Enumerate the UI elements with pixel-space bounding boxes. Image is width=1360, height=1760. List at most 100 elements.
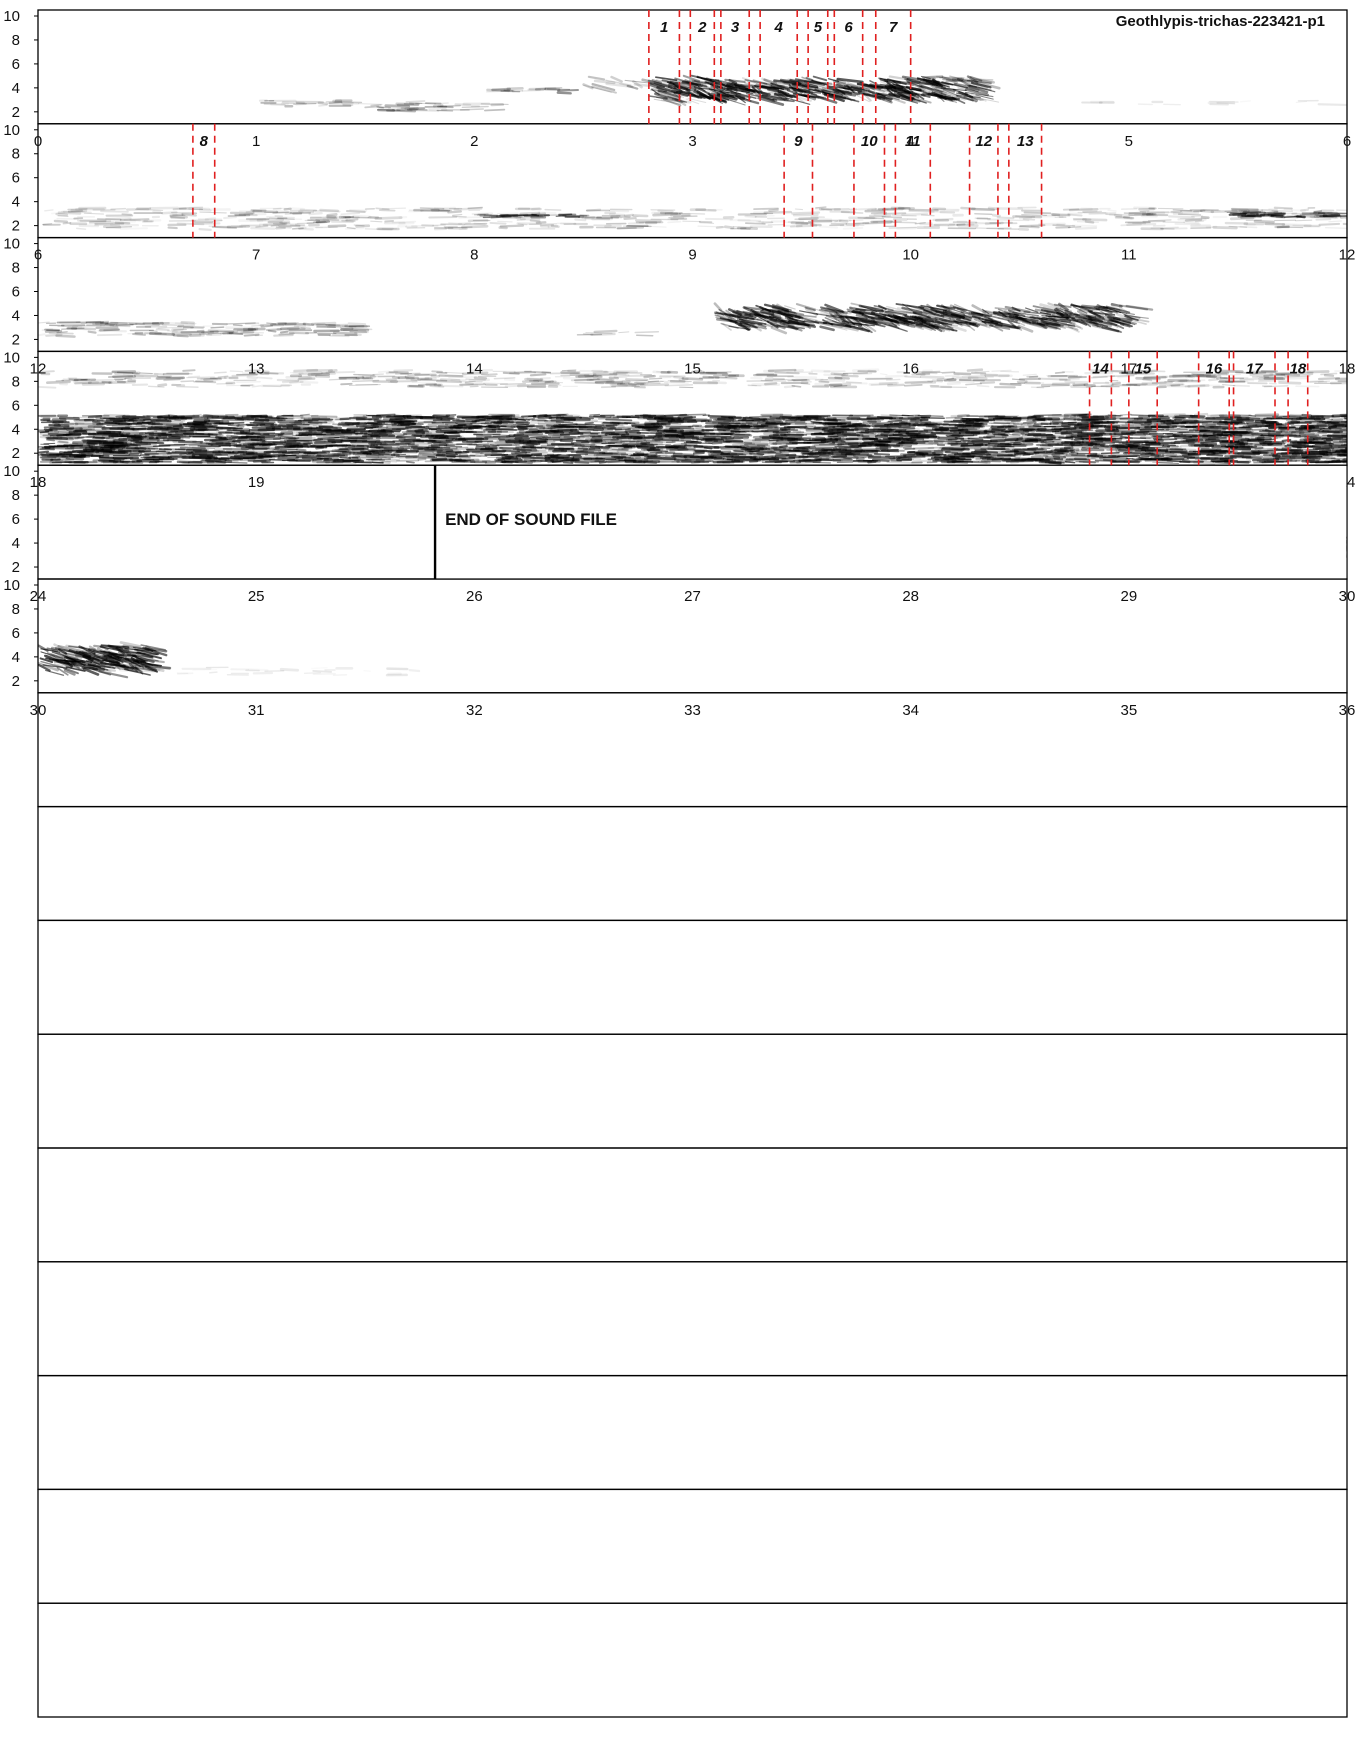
spectrogram-streak: [118, 416, 146, 419]
spectrogram-streak: [1244, 423, 1265, 427]
spectrogram-streak: [697, 225, 723, 228]
spectrogram-streak: [888, 324, 908, 333]
spectrogram-streak: [248, 428, 276, 432]
spectrogram-streak: [1157, 459, 1182, 463]
spectrogram-streak: [644, 423, 659, 427]
spectrogram-streak: [265, 328, 282, 332]
spectrogram-streak: [1264, 211, 1279, 214]
spectrogram-streak: [262, 223, 286, 226]
spectrogram-streak: [532, 458, 548, 463]
spectrogram-streak: [818, 309, 842, 314]
spectrogram-streak: [316, 323, 341, 328]
spectrogram-streak: [226, 439, 245, 441]
spectrogram-streak: [521, 450, 540, 453]
spectrogram-streak: [1239, 225, 1258, 229]
spectrogram-streak: [963, 95, 984, 101]
spectrogram-streak: [731, 310, 750, 319]
spectrogram-streak: [756, 85, 783, 90]
spectrogram-streak: [1075, 449, 1088, 452]
spectrogram-streak: [470, 422, 492, 425]
spectrogram-streak: [895, 84, 923, 93]
spectrogram-streak: [75, 227, 87, 230]
spectrogram-streak: [999, 458, 1015, 460]
spectrogram-streak: [103, 417, 126, 421]
spectrogram-streak: [281, 452, 300, 455]
spectrogram-streak: [484, 108, 506, 112]
spectrogram-streak: [491, 451, 506, 454]
spectrogram-streak: [790, 221, 809, 225]
spectrogram-streak: [179, 446, 206, 450]
spectrogram-streak: [597, 417, 620, 420]
spectrogram-streak: [676, 458, 692, 462]
spectrogram-streak: [215, 440, 236, 445]
spectrogram-streak: [957, 226, 978, 229]
spectrogram-streak: [354, 454, 380, 458]
energy-band: [38, 320, 373, 338]
spectrogram-streak: [227, 454, 243, 458]
spectrogram-streak: [230, 225, 247, 228]
spectrogram-streak: [204, 414, 214, 418]
spectrogram-streak: [873, 452, 891, 456]
spectrogram-streak: [725, 309, 737, 319]
spectrogram-streak: [610, 75, 623, 83]
spectrogram-streak: [745, 94, 769, 99]
spectrogram-streak: [692, 451, 705, 455]
spectrogram-streak: [770, 326, 788, 335]
spectrogram-streak: [787, 320, 816, 327]
spectrogram-streak: [933, 90, 947, 98]
spectrogram-streak: [781, 319, 810, 327]
spectrogram-streak: [981, 308, 990, 315]
spectrogram-streak: [1160, 227, 1188, 230]
spectrogram-streak: [877, 316, 906, 325]
spectrogram-streak: [484, 435, 511, 439]
spectrogram-streak: [1019, 224, 1046, 227]
spectrogram-streak: [61, 327, 85, 330]
spectrogram-streak: [288, 437, 300, 440]
spectrogram-streak: [744, 323, 767, 330]
spectrogram-streak: [252, 459, 271, 463]
spectrogram-streak: [1173, 441, 1195, 445]
spectrogram-streak: [1263, 460, 1284, 463]
spectrogram-streak: [1089, 321, 1109, 328]
spectrogram-streak: [987, 317, 1003, 325]
spectrogram-streak: [355, 424, 379, 428]
spectrogram-streak: [724, 78, 746, 84]
spectrogram-streak: [827, 435, 839, 438]
spectrogram-streak: [492, 433, 510, 437]
spectrogram-streak: [500, 90, 521, 93]
spectrogram-streak: [1102, 315, 1119, 321]
spectrogram-streak: [791, 86, 816, 95]
spectrogram-streak: [1040, 440, 1055, 444]
spectrogram-streak: [172, 334, 189, 338]
spectrogram-streak: [364, 105, 380, 109]
spectrogram-streak: [870, 316, 894, 324]
spectrogram-streak: [1269, 436, 1279, 440]
spectrogram-streak: [1011, 306, 1021, 312]
spectrogram-streak: [652, 212, 681, 217]
spectrogram-streak: [903, 88, 914, 96]
spectrogram-streak: [1073, 437, 1084, 442]
spectrogram-streak: [378, 432, 408, 436]
spectrogram-streak: [266, 322, 277, 325]
spectrogram-streak: [736, 314, 757, 320]
spectrogram-streak: [458, 221, 471, 225]
spectrogram-streak: [105, 226, 132, 229]
spectrogram-streak: [528, 87, 557, 91]
spectrogram-streak: [475, 444, 491, 448]
spectrogram-streak: [825, 314, 846, 323]
spectrogram-streak: [626, 84, 639, 90]
spectrogram-streak: [766, 320, 779, 329]
spectrogram-streak: [109, 418, 138, 422]
spectrogram-streak: [427, 455, 438, 459]
spectrogram-streak: [282, 323, 311, 327]
spectrogram-streak: [1034, 452, 1048, 454]
spectrogram-streak: [805, 76, 814, 82]
spectrogram-streak: [326, 213, 338, 217]
spectrogram-streak: [1293, 435, 1318, 439]
spectrogram-streak: [1021, 214, 1048, 217]
spectrogram-streak: [953, 320, 971, 328]
spectrogram-streak: [862, 324, 872, 332]
spectrogram-streak: [162, 439, 186, 442]
spectrogram-streak: [474, 460, 504, 464]
spectrogram-streak: [960, 206, 976, 210]
